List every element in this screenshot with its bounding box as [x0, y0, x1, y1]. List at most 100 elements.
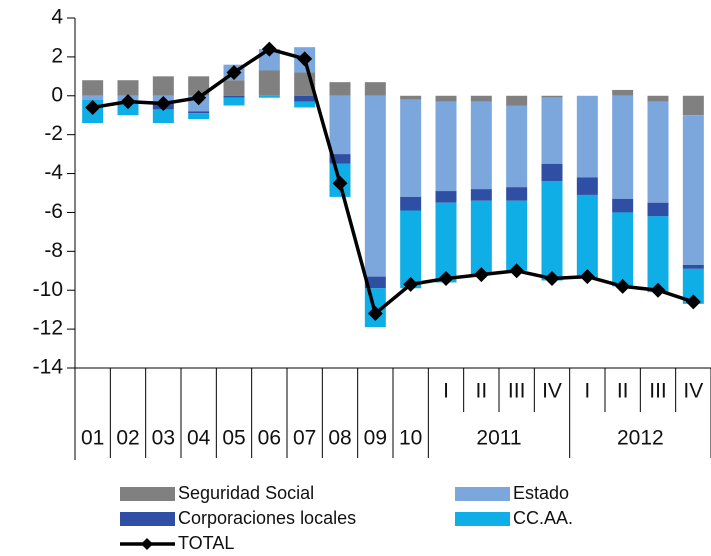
- total-marker: [226, 64, 242, 80]
- legend-label: Estado: [513, 483, 569, 503]
- bar: [647, 101, 669, 203]
- bar: [541, 181, 563, 281]
- y-tick-label: -12: [33, 317, 63, 340]
- bar: [223, 97, 245, 106]
- bar: [470, 189, 492, 201]
- total-marker: [85, 99, 101, 115]
- y-tick-label: -4: [44, 161, 63, 184]
- bar: [506, 95, 528, 106]
- x-tick-label: 10: [399, 427, 422, 450]
- bar: [470, 200, 492, 275]
- x-tick-label: I: [443, 380, 449, 403]
- bar: [470, 95, 492, 102]
- total-marker: [615, 278, 631, 294]
- bar: [647, 202, 669, 217]
- legend-label: Seguridad Social: [178, 483, 314, 503]
- bar: [82, 80, 104, 96]
- bar: [329, 95, 351, 155]
- x-group-label: 2011: [476, 427, 521, 450]
- bar: [435, 95, 457, 102]
- x-group-label: 2012: [617, 427, 664, 450]
- bar: [576, 177, 598, 195]
- bar: [117, 103, 139, 116]
- total-marker: [403, 276, 419, 292]
- bar: [258, 70, 280, 96]
- bar: [258, 95, 280, 98]
- legend-marker: [141, 538, 153, 550]
- legend-swatch: [120, 487, 175, 501]
- x-tick-label: 03: [152, 427, 175, 450]
- legend-swatch: [455, 512, 510, 526]
- bar: [152, 109, 174, 123]
- x-tick-label: 02: [116, 427, 139, 450]
- legend-label: TOTAL: [178, 533, 234, 553]
- bar: [364, 95, 386, 277]
- bar: [294, 101, 316, 108]
- bar: [223, 95, 245, 98]
- x-tick-label: 04: [187, 427, 211, 450]
- total-marker: [332, 175, 348, 191]
- bar: [117, 80, 139, 96]
- y-tick-label: 0: [51, 83, 63, 106]
- bar: [506, 187, 528, 201]
- x-tick-label: 09: [364, 427, 387, 450]
- total-line: [92, 47, 694, 316]
- bar: [682, 264, 704, 269]
- bar: [576, 194, 598, 279]
- total-marker: [473, 267, 489, 283]
- total-marker: [297, 51, 313, 67]
- x-tick-label: 07: [293, 427, 316, 450]
- bar: [152, 76, 174, 96]
- y-tick-label: -14: [33, 356, 64, 379]
- bar: [541, 95, 563, 98]
- bar: [188, 111, 210, 114]
- bar: [470, 101, 492, 190]
- y-tick-label: 4: [51, 6, 63, 29]
- legend-swatch: [120, 512, 175, 526]
- bar: [188, 76, 210, 96]
- bar: [400, 99, 422, 197]
- bar: [506, 105, 528, 188]
- bar: [541, 97, 563, 164]
- bar: [612, 89, 634, 96]
- x-tick-label: IV: [542, 380, 562, 403]
- y-tick-label: -8: [44, 239, 63, 262]
- bar: [188, 113, 210, 120]
- total-marker: [261, 41, 277, 57]
- total-marker: [650, 282, 666, 298]
- bar: [541, 163, 563, 182]
- x-tick-label: IV: [683, 380, 703, 403]
- bar: [329, 154, 351, 164]
- total-marker: [438, 271, 454, 287]
- bar: [435, 202, 457, 283]
- total-marker: [367, 306, 383, 322]
- total-marker: [120, 94, 136, 110]
- y-tick-label: -2: [44, 122, 63, 145]
- y-tick-label: 2: [51, 44, 63, 67]
- bar: [400, 210, 422, 289]
- bar: [435, 191, 457, 203]
- x-tick-label: III: [508, 380, 526, 403]
- bar: [682, 95, 704, 116]
- bar: [647, 95, 669, 102]
- legend-label: CC.AA.: [513, 508, 573, 528]
- x-tick-label: 06: [258, 427, 281, 450]
- x-tick-label: 01: [81, 427, 104, 450]
- total-marker: [155, 96, 171, 112]
- bar: [612, 95, 634, 199]
- bar: [400, 95, 422, 100]
- bar: [612, 198, 634, 213]
- bar: [612, 212, 634, 287]
- bar: [223, 80, 245, 96]
- bar: [435, 101, 457, 192]
- total-marker: [579, 269, 595, 285]
- bar: [329, 82, 351, 96]
- bar: [364, 82, 386, 96]
- bar: [294, 95, 316, 102]
- x-tick-label: II: [617, 380, 629, 403]
- bar: [682, 115, 704, 265]
- y-tick-label: -6: [44, 200, 63, 223]
- x-tick-label: I: [584, 380, 590, 403]
